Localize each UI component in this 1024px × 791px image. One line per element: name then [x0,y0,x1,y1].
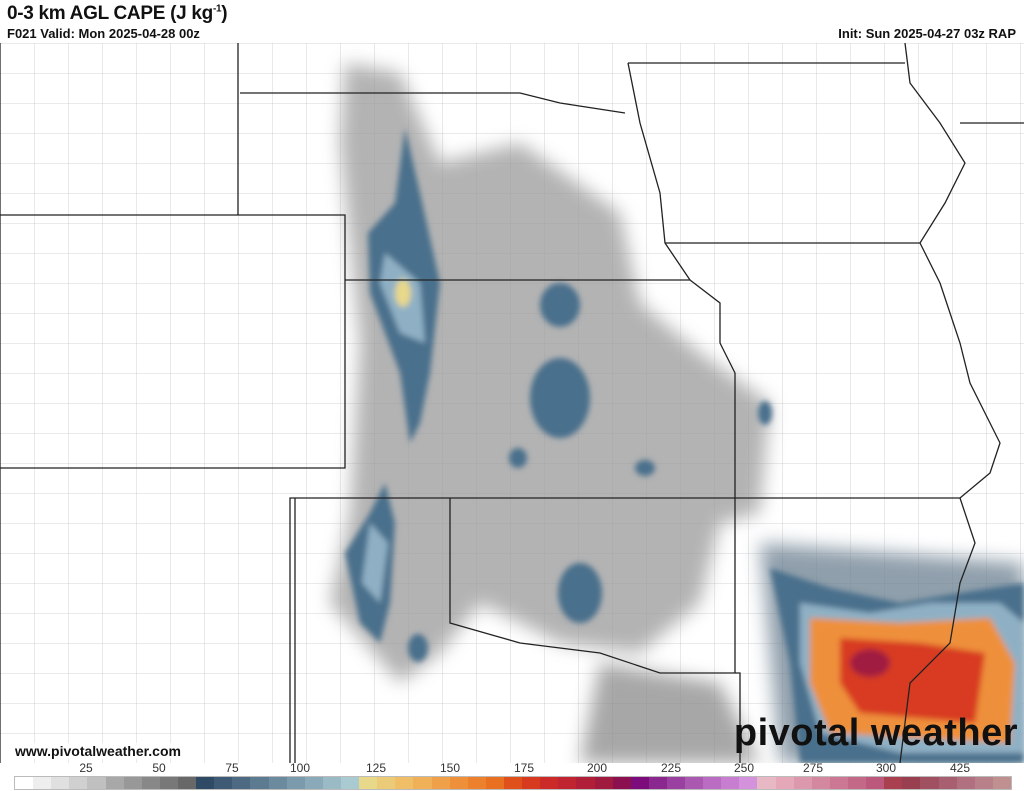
colorbar-tick-label: 275 [802,761,824,775]
colorbar-cell [739,777,758,789]
colorbar-cell [33,777,52,789]
colorbar-tick-label: 200 [586,761,608,775]
colorbar-cell [612,777,631,789]
colorbar-cell [377,777,396,789]
colorbar-tick-label: 100 [289,761,311,775]
map-title: 0-3 km AGL CAPE (J kg-1) [7,3,228,25]
colorbar-cell [902,777,921,789]
weather-map [0,43,1024,763]
colorbar-cell [920,777,939,789]
colorbar-tick-label: 25 [79,761,93,775]
colorbar-tick-label: 125 [365,761,387,775]
colorbar [14,776,1012,790]
colorbar-cell [431,777,450,789]
title-end: ) [221,3,228,24]
colorbar-cell [992,777,1012,789]
colorbar-cell [286,777,305,789]
pivotal-weather-logo: pivotal weather [733,712,1018,754]
colorbar-cell [232,777,251,789]
valid-time: F021 Valid: Mon 2025-04-28 00z [7,26,200,41]
colorbar-cell [685,777,704,789]
colorbar-tick-label: 175 [513,761,535,775]
colorbar-cell [123,777,142,789]
colorbar-cell [105,777,124,789]
colorbar-cell [829,777,849,789]
colorbar-cell [522,777,541,789]
colorbar-cell [449,777,468,789]
colorbar-cell [485,777,504,789]
colorbar-cell [250,777,269,789]
colorbar-ticks: 25 50 75 100 125 150 175 200 225 250 275 300 425 [0,761,1024,775]
colorbar-cell [503,777,523,789]
colorbar-tick-label: 50 [152,761,166,775]
init-time: Init: Sun 2025-04-27 03z RAP [838,26,1016,41]
colorbar-tick-label: 150 [439,761,461,775]
colorbar-cell [793,777,812,789]
colorbar-cell [884,777,903,789]
colorbar-cell [395,777,414,789]
colorbar-tick-label: 250 [733,761,755,775]
colorbar-cell [974,777,993,789]
colorbar-cell [467,777,486,789]
colorbar-cell [304,777,323,789]
colorbar-tick-label: 425 [949,761,971,775]
colorbar-cell [15,777,34,789]
colorbar-cell [775,777,794,789]
colorbar-cell [87,777,106,789]
colorbar-cell [648,777,667,789]
colorbar-tick-label: 225 [660,761,682,775]
state-borders [0,43,1024,763]
colorbar-cell [359,777,378,789]
title-text: 0-3 km AGL CAPE (J kg [7,3,213,24]
colorbar-cell [811,777,830,789]
colorbar-cell [141,777,160,789]
colorbar-cell [956,777,975,789]
colorbar-cell [666,777,686,789]
colorbar-tick-label: 75 [225,761,239,775]
colorbar-cell [757,777,776,789]
colorbar-cell [540,777,559,789]
colorbar-cell [214,777,233,789]
colorbar-cell [576,777,595,789]
colorbar-cell [322,777,341,789]
colorbar-cell [268,777,287,789]
colorbar-cell [721,777,740,789]
colorbar-cell [413,777,432,789]
colorbar-cell [630,777,649,789]
website-label: www.pivotalweather.com [13,743,183,759]
colorbar-cell [938,777,957,789]
colorbar-tick-label: 300 [875,761,897,775]
colorbar-cell [51,777,70,789]
colorbar-cell [703,777,722,789]
colorbar-cell [866,777,885,789]
colorbar-cell [340,777,360,789]
cape-shading-blue [345,128,772,662]
colorbar-cell [558,777,577,789]
colorbar-cell [594,777,613,789]
colorbar-cell [196,777,215,789]
colorbar-cell [159,777,178,789]
colorbar-cell [177,777,197,789]
colorbar-cell [69,777,88,789]
title-superscript: -1 [212,3,222,15]
colorbar-cell [848,777,867,789]
